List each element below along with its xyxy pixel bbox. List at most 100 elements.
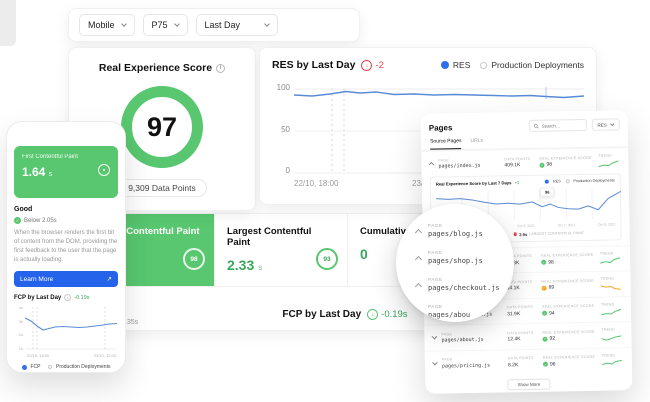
phone-chart-delta: -0.19s <box>74 294 90 301</box>
filters-toolbar: Mobile P75 Last Day <box>68 8 360 42</box>
trend-sparkline <box>598 159 619 167</box>
score-card-title: Real Experience Score <box>98 62 213 74</box>
legend-res-label: RES <box>452 60 471 70</box>
y-tick: 3s <box>18 318 23 324</box>
page-row-expanded[interactable]: PAGE pages/index.js DATA POINTS 409.1K R… <box>421 147 629 177</box>
col-trend-label: TREND <box>598 153 612 158</box>
col-trend-label: TREND <box>599 250 614 256</box>
magnifier-overlay: PAGE pages/blog.js PAGE pages/shop.js PA… <box>396 204 514 322</box>
res-dot-icon <box>440 61 449 69</box>
date-range-select[interactable]: Last Day <box>195 14 279 36</box>
legend-res[interactable]: RES <box>440 60 471 70</box>
data-points-value: 409.1K <box>504 162 521 169</box>
phone-status-label: Good <box>14 206 33 213</box>
percentile-select-value: P75 <box>151 20 168 30</box>
col-trend-label: TREND <box>601 327 615 332</box>
deployments-dot-icon <box>480 61 488 69</box>
chevron-up-icon <box>414 255 423 263</box>
tab-source-pages[interactable]: Source Pages <box>430 138 462 150</box>
learn-more-button[interactable]: Learn More ↗ <box>14 271 118 287</box>
search-input[interactable] <box>541 122 582 129</box>
phone-fcp-line-chart <box>25 307 117 350</box>
res-value: 98 <box>548 259 554 266</box>
phone-fcp-card: First Contentful Paint 1.64 s <box>14 146 118 198</box>
phone-status-detail: Below 2.05s <box>24 217 57 224</box>
magnified-page-row[interactable]: PAGE pages/checkout.js <box>414 271 514 298</box>
col-page-label: PAGE <box>438 157 450 163</box>
trend-sparkline <box>601 334 622 341</box>
metric-lcp: 2.9s LARGEST CONTENTFUL PAINT <box>513 230 585 237</box>
check-circle-icon: ✓ <box>539 162 545 168</box>
page-row[interactable]: PAGE pages/shop.js DATA POINTS 64.1K REA… <box>423 270 631 300</box>
col-res-label: REAL EXPERIENCE SCORE <box>539 155 592 161</box>
check-circle-icon: ✓ <box>542 310 548 316</box>
phone-fcp-value: 1.64 <box>22 165 46 179</box>
percentile-select[interactable]: P75 <box>142 14 188 36</box>
legend-res[interactable]: RES <box>544 179 561 184</box>
magnified-page-row[interactable]: PAGE pages/blog.js <box>414 217 514 244</box>
res-value: 96 <box>549 361 556 368</box>
x-tick: 22/10, 18:00 <box>27 353 50 358</box>
col-page-label: PAGE <box>441 357 453 362</box>
col-page-label: PAGE <box>428 277 443 282</box>
page-name: pages/about.js <box>441 336 484 344</box>
y-tick: 4s <box>18 305 23 310</box>
deployments-dot-icon <box>565 179 570 184</box>
x-tick: 22/10, 18:00 <box>294 179 339 188</box>
y-tick: 1s <box>18 345 23 351</box>
error-dot-icon <box>513 232 518 236</box>
lcp-unit: s <box>258 263 263 272</box>
chevron-up-icon[interactable] <box>428 162 435 168</box>
chevron-down-icon <box>610 121 615 126</box>
detail-chart-title: Real Experience Score by Last 7 Days <box>435 179 512 187</box>
page-name: pages/blog.js <box>428 230 483 238</box>
deployments-dot-icon <box>47 364 52 370</box>
page-row[interactable]: PAGE pages/checkout.js DATA POINTS 31.9K… <box>423 295 632 325</box>
page-row[interactable]: PAGE pages/about.js DATA POINTS 12.4K RE… <box>424 321 632 351</box>
data-points-value: 31.9K <box>507 310 521 317</box>
legend-deployments-label: Production Deployments <box>56 364 111 370</box>
phone-description: When the browser renders the first bit o… <box>14 230 118 263</box>
legend-production-deployments[interactable]: Production Deployments <box>480 60 584 70</box>
magnified-page-row[interactable]: PAGE pages/shop.js <box>414 244 514 271</box>
page-name: pages/pricing.js <box>441 362 491 369</box>
legend-production-deployments[interactable]: Production Deployments <box>47 364 111 370</box>
data-points-value: 12.4K <box>507 336 521 343</box>
info-icon: i <box>64 294 72 301</box>
res-filter-select[interactable]: RES <box>591 118 620 131</box>
col-data-label: DATA POINTS <box>504 156 531 161</box>
page-row[interactable]: PAGE pages/blog.js DATA POINTS 82.3K REA… <box>422 244 631 274</box>
search-box[interactable] <box>528 118 587 132</box>
chevron-down-icon <box>120 21 127 27</box>
device-select[interactable]: Mobile <box>79 14 135 36</box>
col-page-label: PAGE <box>441 331 453 336</box>
legend-fcp[interactable]: FCP <box>21 364 41 370</box>
chevron-down-icon[interactable] <box>431 334 438 340</box>
col-res-label: REAL EXPERIENCE SCORE <box>541 252 594 258</box>
info-icon[interactable]: i <box>216 63 226 73</box>
trend-sparkline <box>600 308 622 316</box>
lcp-title: Largest Contentful Paint <box>227 226 312 248</box>
fcp-chart-y-tick: 2.35s <box>121 319 139 326</box>
show-more-button[interactable]: Show More <box>507 378 551 391</box>
res-value: 92 <box>549 335 556 342</box>
x-tick: Oct 7, 2021 <box>557 222 576 227</box>
chevron-up-icon <box>414 282 423 290</box>
col-res-label: REAL EXPERIENCE SCORE <box>541 278 594 284</box>
chevron-down-icon[interactable] <box>432 359 438 366</box>
fcp-by-last-day-section: FCP by Last Day ↓ -0.19s 2.35s <box>91 286 599 330</box>
col-data-label: DATA POINTS <box>507 355 534 361</box>
col-res-label: REAL EXPERIENCE SCORE <box>542 354 596 360</box>
legend-production-deployments[interactable]: Production Deployments <box>565 178 615 184</box>
col-res-label: REAL EXPERIENCE SCORE <box>542 329 595 335</box>
lcp-vital-cell[interactable]: Largest Contentful Paint 2.33 s 93 <box>214 214 347 286</box>
page-row[interactable]: PAGE pages/pricing.js DATA POINTS 8.2K R… <box>424 346 633 376</box>
tab-urls[interactable]: URLs <box>470 137 484 144</box>
magnified-page-row[interactable]: PAGE pages/abou <box>414 298 514 322</box>
gauge-icon <box>98 164 110 176</box>
res-delta: -2 <box>375 59 384 71</box>
col-res-label: REAL EXPERIENCE SCORE <box>541 303 595 309</box>
phone-fcp-unit: s <box>48 171 53 178</box>
data-points-value: 64.1K <box>506 285 520 292</box>
col-page-label: PAGE <box>428 304 443 309</box>
